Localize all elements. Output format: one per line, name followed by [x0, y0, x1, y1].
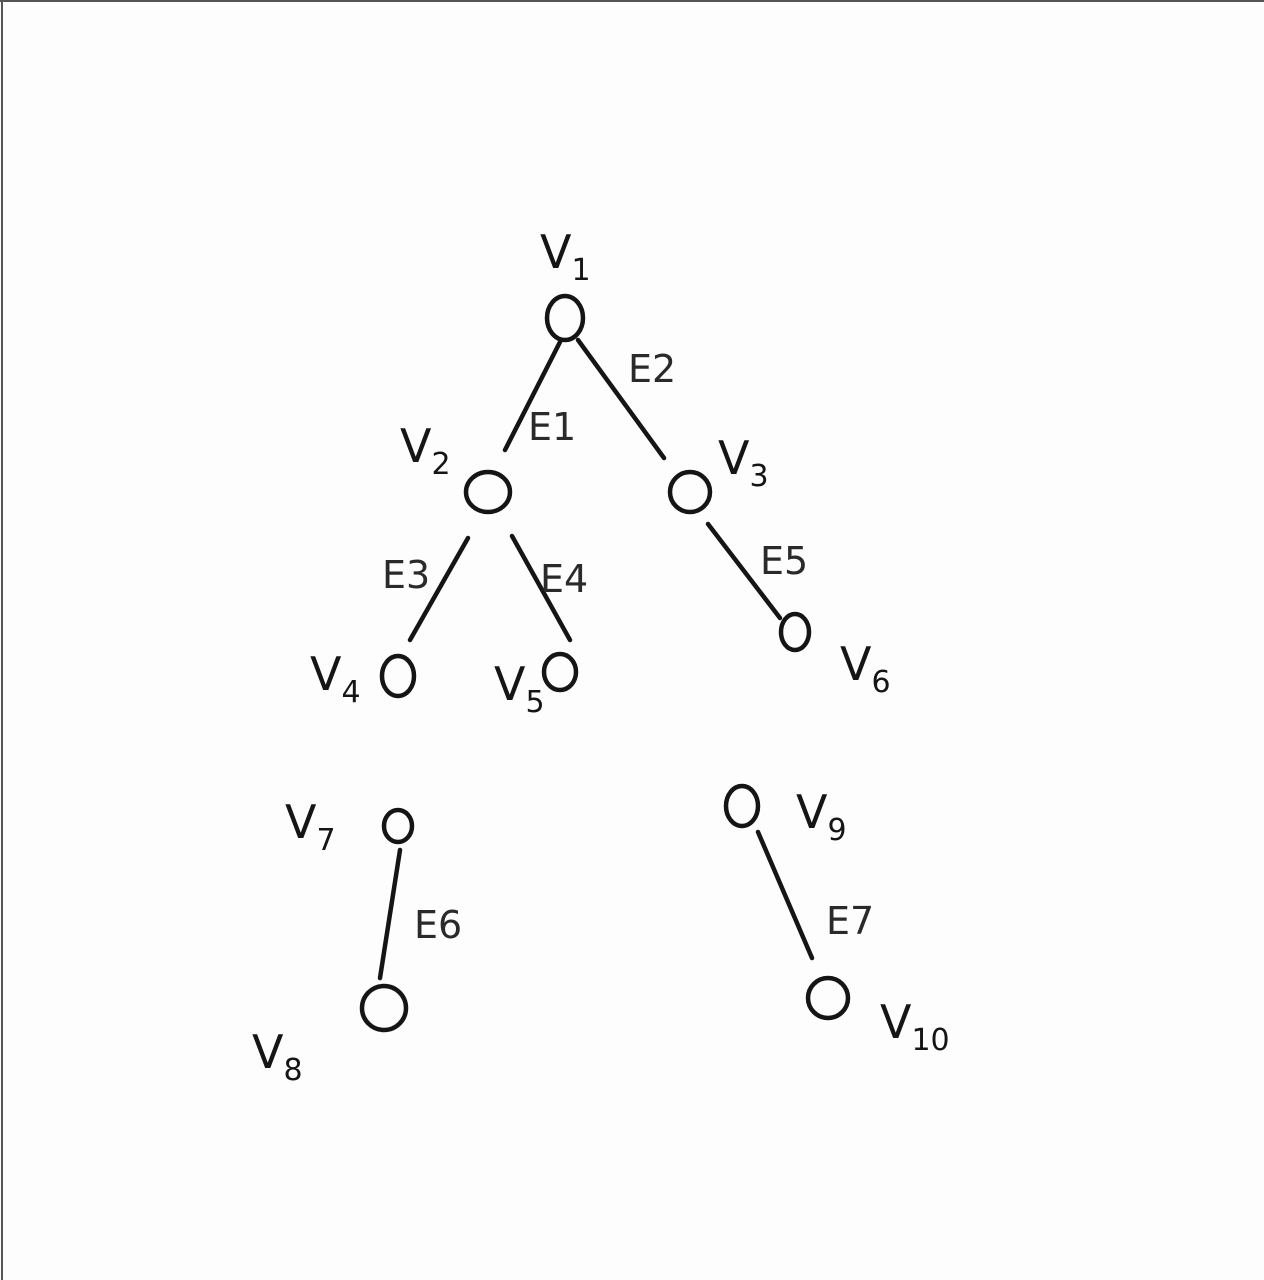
labels-layer: E1 E2 E3 E4 E5 E6 E7 V1 V2 V3 V4 V5 V6 V7 V8 V9 V10 — [252, 225, 950, 1088]
edge-e1 — [502, 339, 563, 453]
edge-e7 — [755, 829, 815, 961]
node-label-subscript: 5 — [525, 685, 544, 720]
node-v5 — [541, 651, 579, 693]
edge-e2 — [575, 337, 667, 461]
node-label-subscript: 4 — [341, 675, 360, 710]
node-label-v8: V8 — [252, 1025, 303, 1088]
edge-e5 — [705, 521, 783, 621]
node-label-v4: V4 — [310, 647, 361, 710]
edge-label-e4: E4 — [540, 557, 588, 601]
node-label-v5: V5 — [494, 657, 545, 720]
node-label-v2: V2 — [400, 419, 451, 482]
edge-label-e2: E2 — [628, 347, 676, 391]
node-v6 — [778, 611, 812, 653]
edge-e3 — [407, 535, 471, 643]
edge-e6 — [377, 847, 403, 981]
node-label-v3: V3 — [718, 431, 769, 494]
node-label-subscript: 2 — [431, 447, 450, 482]
node-v4 — [379, 653, 417, 699]
node-label-v9: V9 — [796, 785, 847, 848]
edge-label-e5: E5 — [760, 539, 808, 583]
node-label-subscript: 3 — [749, 459, 768, 494]
node-v1 — [544, 293, 586, 343]
node-label-subscript: 9 — [827, 813, 846, 848]
node-label-subscript: 8 — [283, 1053, 302, 1088]
node-label-v10: V10 — [880, 995, 950, 1058]
edge-label-e3: E3 — [382, 553, 430, 597]
node-label-subscript: 1 — [571, 253, 590, 288]
edges-layer — [377, 337, 815, 981]
node-label-v6: V6 — [840, 637, 891, 700]
node-label-subscript: 6 — [871, 665, 890, 700]
edge-e4 — [509, 533, 573, 643]
edge-label-e7: E7 — [826, 899, 874, 943]
node-label-subscript: 7 — [316, 823, 335, 858]
node-v8 — [359, 983, 409, 1033]
node-v10 — [805, 975, 851, 1021]
edge-label-e6: E6 — [414, 903, 462, 947]
node-label-subscript: 10 — [911, 1023, 949, 1058]
node-v7 — [381, 807, 415, 845]
node-v9 — [723, 783, 761, 829]
node-label-v7: V7 — [285, 795, 336, 858]
nodes-layer — [359, 293, 851, 1033]
node-v3 — [667, 469, 713, 515]
edge-label-e1: E1 — [528, 405, 576, 449]
node-v2 — [463, 469, 513, 515]
node-label-v1: V1 — [540, 225, 591, 288]
